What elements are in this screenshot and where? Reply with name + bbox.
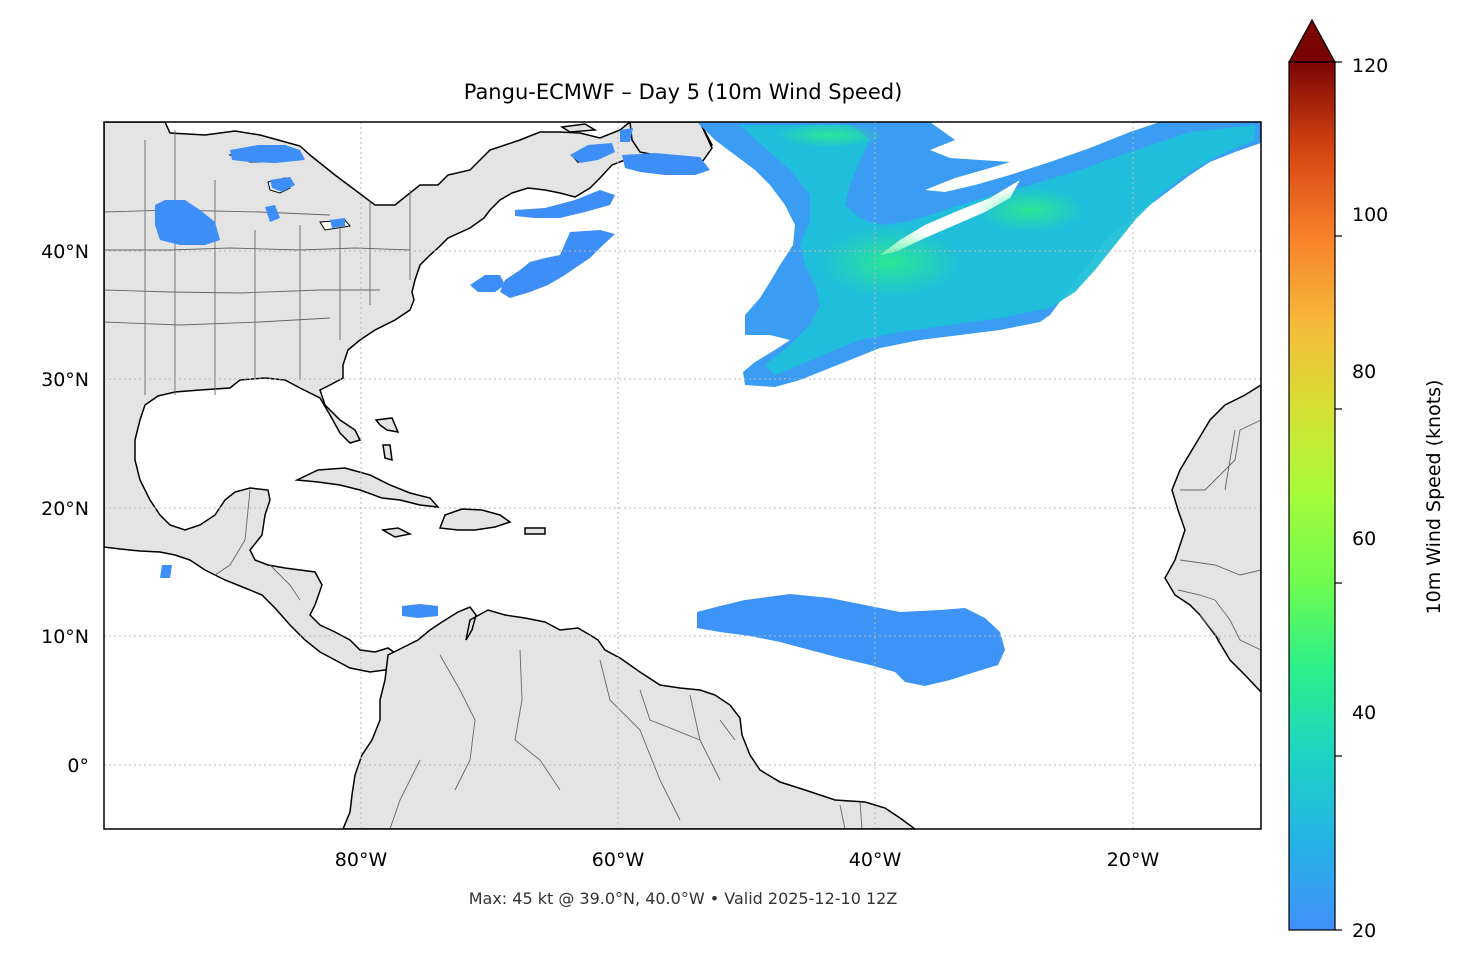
- jet-core-max: [820, 227, 960, 297]
- north-america-land: [104, 122, 713, 673]
- max-annotation: Max: 45 kt @ 39.0°N, 40.0°W • Valid 2025…: [469, 889, 898, 908]
- lon-tick-labels: 80°W 60°W 40°W 20°W: [335, 849, 1160, 871]
- lat-tick-label: 40°N: [41, 241, 89, 263]
- colorbar-tick-label: 40: [1352, 702, 1376, 724]
- wind-jet-inner: [740, 125, 1255, 375]
- lat-tick-labels: 0° 10°N 20°N 30°N 40°N: [41, 241, 89, 777]
- map-area: [104, 122, 1261, 829]
- lat-tick-label: 0°: [67, 755, 89, 777]
- africa-land: [1164, 384, 1261, 694]
- wind-maritimes-shading: [470, 128, 710, 298]
- lat-tick-label: 30°N: [41, 369, 89, 391]
- colorbar-tick-label: 60: [1352, 528, 1376, 550]
- colorbar-tick-label: 80: [1352, 361, 1376, 383]
- lon-tick-label: 60°W: [592, 849, 645, 871]
- colorbar-label: 10m Wind Speed (knots): [1423, 380, 1445, 615]
- colorbar-tick-label: 20: [1352, 920, 1376, 942]
- lat-tick-label: 20°N: [41, 498, 89, 520]
- political-borders: [104, 130, 1261, 829]
- colorbar: 20 40 60 80 100 120 10m Wind Speed (knot…: [1287, 18, 1445, 942]
- south-america-land: [342, 606, 917, 829]
- jet-core-ne: [775, 123, 885, 147]
- chart-title: Pangu-ECMWF – Day 5 (10m Wind Speed): [464, 80, 903, 104]
- colorbar-gradient: [1288, 61, 1336, 931]
- colorbar-extend-arrow: [1287, 18, 1337, 63]
- wind-trade-shading: [697, 594, 1005, 686]
- lat-tick-label: 10°N: [41, 626, 89, 648]
- jet-gap: [925, 122, 1160, 192]
- caribbean-islands: [294, 417, 546, 538]
- lon-tick-label: 20°W: [1107, 849, 1160, 871]
- lon-tick-label: 80°W: [335, 849, 388, 871]
- wind-speed-field: [155, 122, 1261, 686]
- map-frame: [103, 121, 1262, 830]
- colorbar-tick-label: 120: [1352, 55, 1388, 77]
- wind-caribbean-shading: [160, 565, 438, 618]
- colorbar-tick-label: 100: [1352, 204, 1388, 226]
- jet-core-north: [975, 188, 1085, 232]
- wind-great-lakes-shading: [155, 145, 345, 245]
- colorbar-ticks: [1335, 61, 1342, 931]
- lon-tick-label: 40°W: [849, 849, 902, 871]
